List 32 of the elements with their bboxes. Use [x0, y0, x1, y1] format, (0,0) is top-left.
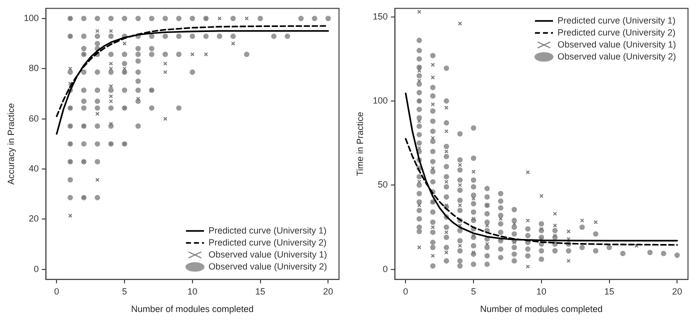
- x-tick-label: 10: [536, 286, 546, 296]
- legend-label: Predicted curve (University 1): [557, 15, 676, 26]
- legend-label: Observed value (University 1): [208, 249, 328, 260]
- legend-label: Observed value (University 2): [557, 51, 676, 62]
- y-tick-label: 50: [378, 180, 388, 190]
- x-tick-label: 0: [403, 286, 408, 296]
- x-tick-label: 20: [323, 286, 334, 296]
- legend-label: Observed value (University 1): [557, 39, 676, 50]
- y-tick-label: 0: [382, 264, 388, 274]
- legend-label: Predicted curve (University 2): [557, 27, 676, 38]
- x-tick-label: 15: [604, 286, 614, 296]
- y-tick-label: 80: [28, 63, 39, 74]
- x-tick-label: 5: [471, 286, 476, 296]
- y-tick-label: 0: [34, 264, 39, 274]
- x-tick-label: 5: [122, 286, 128, 296]
- legend-label: Predicted curve (University 2): [208, 237, 327, 248]
- y-tick-label: 100: [372, 95, 388, 106]
- y-tick-label: 40: [28, 163, 39, 174]
- x-tick-label: 20: [672, 286, 682, 296]
- y-tick-label: 150: [372, 11, 388, 22]
- legend-label: Observed value (University 2): [208, 261, 328, 272]
- x-axis-title: Number of modules completed: [480, 304, 603, 314]
- y-axis-title: Time in Practice: [354, 112, 365, 176]
- x-tick-label: 10: [187, 286, 198, 296]
- x-tick-label: 0: [54, 286, 60, 296]
- y-axis-title: Accuracy in Practice: [6, 103, 16, 185]
- y-tick-label: 60: [28, 113, 39, 124]
- x-axis-title: Number of modules completed: [131, 304, 254, 314]
- legend-label: Predicted curve (University 1): [208, 225, 327, 236]
- y-tick-label: 100: [24, 12, 39, 23]
- x-tick-label: 15: [255, 286, 266, 296]
- y-tick-label: 20: [28, 214, 39, 224]
